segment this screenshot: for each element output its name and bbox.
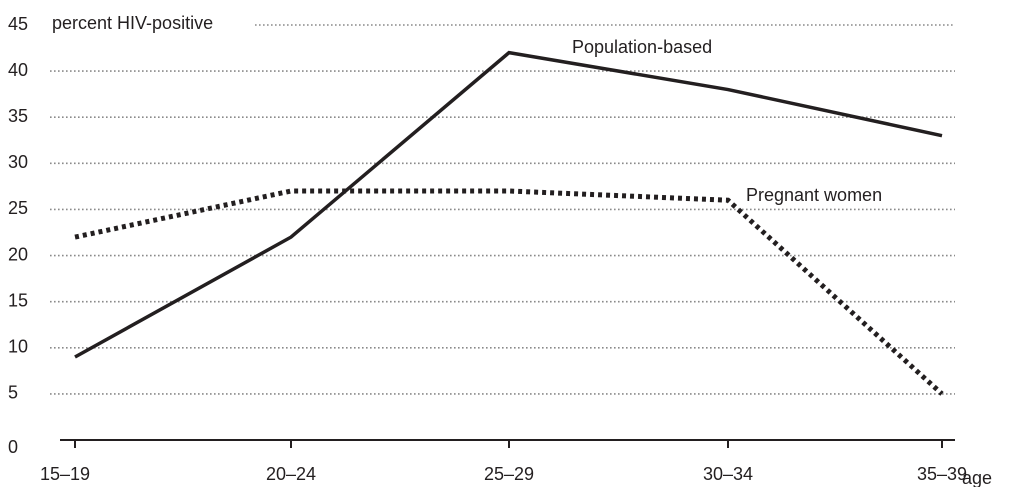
x-tick-label: 25–29 [484,464,534,484]
x-tick-label: 20–24 [266,464,316,484]
y-tick-label: 0 [8,437,18,457]
line-series [74,188,944,396]
x-axis-title: age [962,468,992,487]
y-tick-label: 35 [8,106,28,126]
y-tick-label: 40 [8,60,28,80]
y-tick-label: 30 [8,152,28,172]
y-tick-label: 20 [8,244,28,264]
line-series [74,50,943,359]
x-tick-label: 35–39 [917,464,967,484]
y-tick-label: 5 [8,383,18,403]
y-tick-label: 10 [8,337,28,357]
series-label: Population-based [572,37,712,57]
x-tick-label: 15–19 [40,464,90,484]
y-tick-label: 45 [8,14,28,34]
y-tick-label: 25 [8,198,28,218]
y-axis-title: percent HIV-positive [52,13,213,33]
series-label: Pregnant women [746,185,882,205]
x-tick-label: 30–34 [703,464,753,484]
y-tick-label: 15 [8,290,28,310]
